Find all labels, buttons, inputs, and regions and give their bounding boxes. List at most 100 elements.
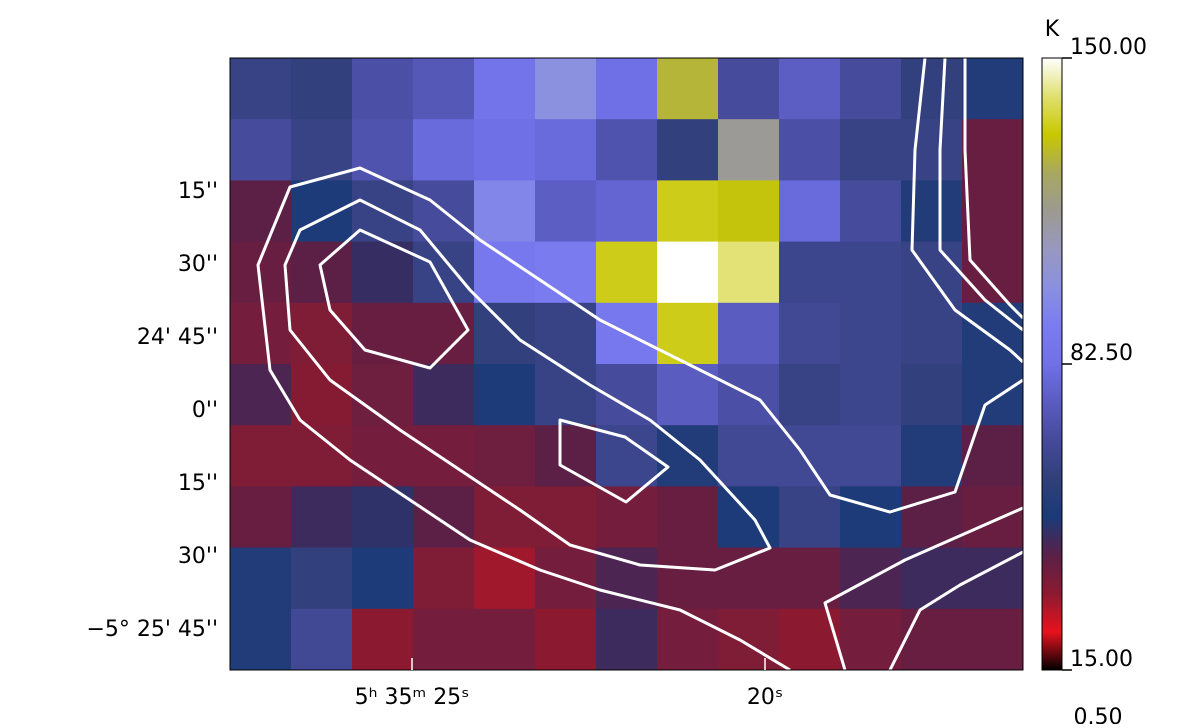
cell xyxy=(230,58,292,120)
cell xyxy=(840,180,902,242)
cell xyxy=(840,119,902,181)
cell xyxy=(657,58,719,120)
cell xyxy=(596,58,658,120)
y-tick-label: 30'' xyxy=(178,252,218,277)
cell xyxy=(901,58,963,120)
cell xyxy=(230,364,292,426)
cell xyxy=(779,119,841,181)
cell xyxy=(901,425,963,487)
cell xyxy=(840,364,902,426)
y-tick-label: 15'' xyxy=(178,179,218,204)
cell xyxy=(901,609,963,671)
cell xyxy=(901,364,963,426)
cell xyxy=(230,425,292,487)
cell xyxy=(535,242,597,304)
cell xyxy=(657,609,719,671)
y-tick-label: 24' 45'' xyxy=(137,325,218,350)
cell xyxy=(474,58,536,120)
cell xyxy=(840,609,902,671)
cell xyxy=(535,364,597,426)
cell xyxy=(474,425,536,487)
y-tick-label: 15'' xyxy=(178,471,218,496)
cell xyxy=(413,609,475,671)
cell xyxy=(901,242,963,304)
cell xyxy=(840,58,902,120)
cell xyxy=(474,119,536,181)
cell xyxy=(657,180,719,242)
cell xyxy=(840,486,902,548)
cell xyxy=(413,364,475,426)
cell xyxy=(840,425,902,487)
cell xyxy=(413,425,475,487)
cell xyxy=(291,58,353,120)
cell xyxy=(535,609,597,671)
cell xyxy=(718,486,780,548)
cell xyxy=(962,609,1024,671)
cell xyxy=(291,364,353,426)
chart: K 0.50 150.0082.5015.005ʰ 35ᵐ 25ˢ20ˢ15''… xyxy=(0,0,1187,724)
cell xyxy=(962,486,1024,548)
cell xyxy=(901,303,963,365)
cell xyxy=(291,486,353,548)
cell xyxy=(779,180,841,242)
cell xyxy=(718,119,780,181)
cell xyxy=(596,119,658,181)
cell xyxy=(413,548,475,610)
cell xyxy=(596,486,658,548)
cell xyxy=(413,58,475,120)
cell xyxy=(718,242,780,304)
cell xyxy=(657,548,719,610)
cell xyxy=(535,425,597,487)
cell xyxy=(718,303,780,365)
cell xyxy=(596,609,658,671)
cell xyxy=(535,119,597,181)
cell xyxy=(291,548,353,610)
cell xyxy=(840,242,902,304)
cell xyxy=(413,242,475,304)
cell xyxy=(535,486,597,548)
cell xyxy=(596,242,658,304)
cell xyxy=(779,242,841,304)
cell xyxy=(291,303,353,365)
cell xyxy=(779,303,841,365)
cell xyxy=(474,364,536,426)
cell xyxy=(352,548,414,610)
colorbar-tick-label: 82.50 xyxy=(1070,341,1133,366)
y-tick-label: 30'' xyxy=(178,544,218,569)
cell xyxy=(840,303,902,365)
x-tick-label: 20ˢ xyxy=(747,685,783,710)
cell xyxy=(962,180,1024,242)
cell xyxy=(718,609,780,671)
y-tick-label: −5° 25' 45'' xyxy=(86,617,218,642)
cell xyxy=(962,364,1024,426)
cell xyxy=(779,364,841,426)
cell xyxy=(657,486,719,548)
cell xyxy=(901,119,963,181)
cell xyxy=(291,609,353,671)
cell xyxy=(596,425,658,487)
cell xyxy=(230,180,292,242)
cell xyxy=(596,548,658,610)
cell xyxy=(474,303,536,365)
cell xyxy=(352,119,414,181)
cell xyxy=(474,486,536,548)
cell xyxy=(718,180,780,242)
cell xyxy=(779,609,841,671)
cell xyxy=(413,119,475,181)
cell xyxy=(901,180,963,242)
cell xyxy=(352,58,414,120)
cell xyxy=(474,609,536,671)
cell xyxy=(230,548,292,610)
cell xyxy=(779,58,841,120)
cell xyxy=(596,180,658,242)
colorbar-label: K xyxy=(1045,17,1060,42)
cell xyxy=(413,486,475,548)
colorbar xyxy=(1042,58,1062,670)
cell xyxy=(962,425,1024,487)
x-tick-label: 5ʰ 35ᵐ 25ˢ xyxy=(355,685,470,710)
cell xyxy=(657,242,719,304)
cell xyxy=(230,303,292,365)
cell xyxy=(657,303,719,365)
cell xyxy=(230,486,292,548)
colorbar-tick-label: 150.00 xyxy=(1070,35,1147,60)
